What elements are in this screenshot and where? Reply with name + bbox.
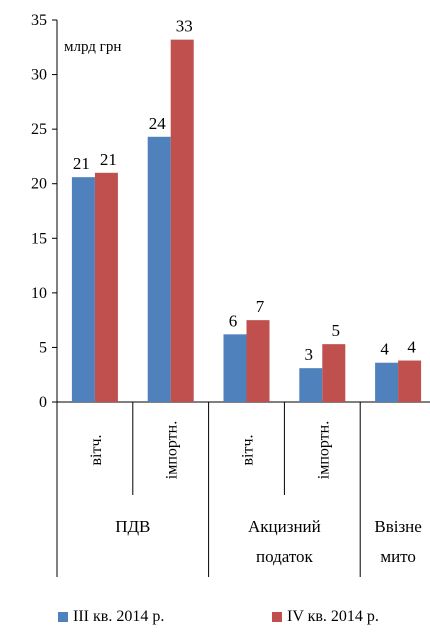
y-tick-label: 10 — [31, 285, 47, 302]
data-label: 21 — [73, 154, 90, 173]
y-tick-label: 25 — [31, 121, 47, 138]
legend-item-series-2: IV кв. 2014 р. — [272, 608, 379, 626]
y-tick-label: 5 — [39, 339, 47, 356]
data-labels: 21 24 6 3 4 21 33 7 5 4 — [73, 17, 416, 365]
group-label: ПДВ — [115, 517, 150, 536]
legend-label-series-2: IV кв. 2014 р. — [287, 608, 379, 625]
data-label: 4 — [407, 338, 416, 357]
legend: III кв. 2014 р. IV кв. 2014 р. — [0, 608, 430, 632]
data-label: 24 — [149, 114, 167, 133]
bar — [170, 39, 194, 402]
y-tick-label: 35 — [31, 12, 47, 29]
bar — [223, 334, 247, 402]
x-axis: вітч. імпортн. вітч. імпортн. ПДВ Акцизний под… — [56, 402, 422, 577]
group-label: Ввізне — [374, 517, 421, 536]
chart: 0 5 10 15 20 25 30 35 21 24 6 3 4 21 33 7 5 4 вітч. імпор… — [31, 12, 430, 577]
bar — [322, 344, 346, 402]
x-tick-label: імпортн. — [164, 421, 181, 479]
group-label: податок — [256, 547, 314, 566]
x-tick-label: імпортн. — [315, 421, 332, 479]
legend-swatch-series-1 — [58, 612, 68, 622]
bar — [147, 136, 171, 403]
y-tick-label: 20 — [31, 176, 47, 193]
legend-label-series-1: III кв. 2014 р. — [73, 608, 165, 625]
bar — [94, 172, 118, 402]
bars — [71, 39, 422, 403]
legend-item-series-1: III кв. 2014 р. — [58, 608, 164, 626]
data-label: 21 — [100, 150, 117, 169]
data-label: 4 — [380, 340, 389, 359]
y-tick-label: 15 — [31, 230, 47, 247]
unit-label: млрд грн — [64, 39, 121, 55]
bar — [299, 368, 323, 402]
group-label: Акцизний — [248, 517, 321, 536]
bar — [398, 360, 422, 402]
group-label: мито — [380, 547, 416, 566]
data-label: 7 — [256, 297, 265, 316]
data-label: 33 — [176, 17, 193, 36]
data-label: 6 — [229, 311, 238, 330]
data-label: 5 — [332, 321, 341, 340]
y-tick-label: 0 — [39, 394, 47, 411]
y-tick-label: 30 — [31, 67, 47, 84]
x-tick-label: вітч. — [88, 434, 105, 465]
bar — [246, 320, 270, 402]
data-label: 3 — [305, 345, 314, 364]
legend-swatch-series-2 — [272, 612, 282, 622]
x-tick-label: вітч. — [240, 434, 257, 465]
bar — [375, 362, 399, 402]
bar — [71, 177, 95, 402]
